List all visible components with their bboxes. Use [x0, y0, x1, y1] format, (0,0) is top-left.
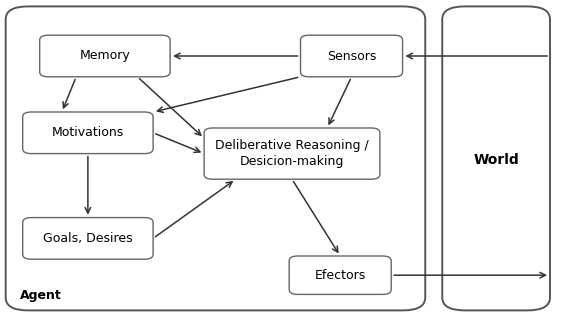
Text: World: World: [473, 153, 519, 167]
Text: Sensors: Sensors: [327, 50, 376, 62]
Text: Goals, Desires: Goals, Desires: [43, 232, 133, 245]
Text: Memory: Memory: [79, 50, 130, 62]
FancyBboxPatch shape: [301, 35, 403, 77]
FancyBboxPatch shape: [23, 218, 153, 259]
Text: Agent: Agent: [20, 289, 62, 302]
FancyBboxPatch shape: [442, 6, 550, 310]
FancyBboxPatch shape: [6, 6, 425, 310]
FancyBboxPatch shape: [204, 128, 380, 179]
FancyBboxPatch shape: [23, 112, 153, 154]
Text: Efectors: Efectors: [315, 269, 366, 282]
Text: Motivations: Motivations: [52, 126, 124, 139]
FancyBboxPatch shape: [289, 256, 391, 294]
FancyBboxPatch shape: [40, 35, 170, 77]
Text: Deliberative Reasoning /
Desicion-making: Deliberative Reasoning / Desicion-making: [215, 139, 369, 168]
